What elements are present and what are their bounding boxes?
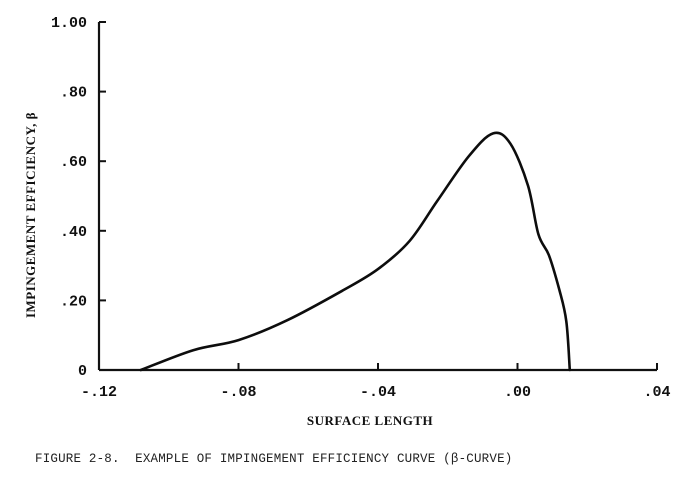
y-axis: 0 .20 .40 .60 .80 1.00	[51, 15, 106, 380]
x-tick-label: .04	[643, 384, 670, 401]
x-tick-label: .00	[504, 384, 531, 401]
plot-series	[139, 131, 572, 372]
x-axis: -.12 -.08 -.04 .00 .04	[81, 363, 671, 401]
y-tick-label: .60	[60, 154, 87, 171]
y-tick-label: .20	[60, 293, 87, 310]
x-tick-label: -.04	[360, 384, 396, 401]
y-tick-label: 0	[78, 363, 87, 380]
beta-curve-line	[139, 131, 572, 372]
y-tick-label: .40	[60, 224, 87, 241]
x-tick-label: -.12	[81, 384, 117, 401]
y-tick-label: .80	[60, 85, 87, 102]
x-axis-title: SURFACE LENGTH	[307, 413, 433, 428]
y-tick-label: 1.00	[51, 15, 87, 32]
y-axis-title: IMPINGEMENT EFFICIENCY, β	[23, 112, 38, 318]
figure-caption: FIGURE 2-8. EXAMPLE OF IMPINGEMENT EFFIC…	[35, 452, 513, 466]
x-tick-label: -.08	[220, 384, 256, 401]
